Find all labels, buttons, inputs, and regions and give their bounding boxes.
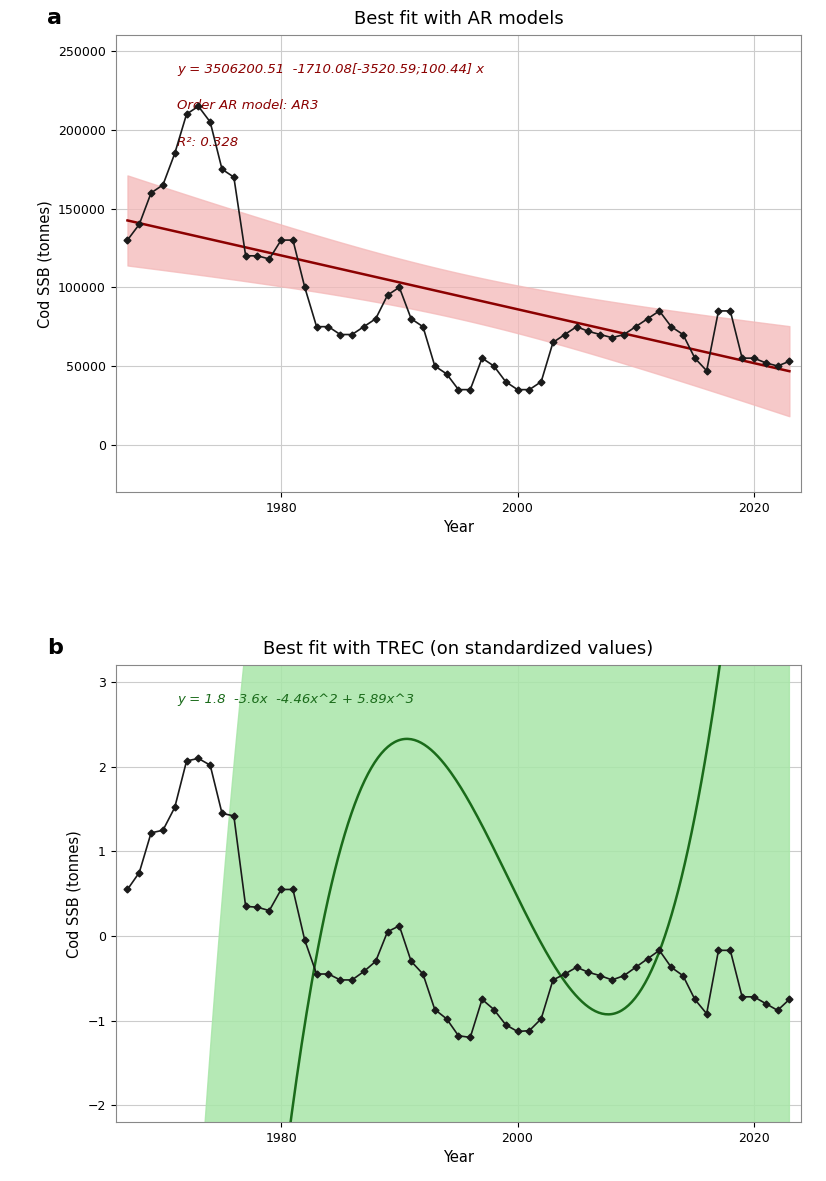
Text: a: a	[47, 8, 62, 28]
Text: Order AR model: AR3: Order AR model: AR3	[178, 99, 319, 112]
Y-axis label: Cod SSB (tonnes): Cod SSB (tonnes)	[67, 830, 82, 958]
X-axis label: Year: Year	[443, 520, 474, 535]
Text: y = 3506200.51  -1710.08[-3520.59;100.44] x: y = 3506200.51 -1710.08[-3520.59;100.44]…	[178, 63, 485, 76]
Y-axis label: Cod SSB (tonnes): Cod SSB (tonnes)	[37, 200, 53, 327]
Text: b: b	[47, 638, 63, 658]
Text: y = 1.8  -3.6x  -4.46x^2 + 5.89x^3: y = 1.8 -3.6x -4.46x^2 + 5.89x^3	[178, 693, 415, 706]
X-axis label: Year: Year	[443, 1150, 474, 1166]
Text: R²: 0.328: R²: 0.328	[178, 136, 239, 149]
Title: Best fit with AR models: Best fit with AR models	[354, 11, 563, 28]
Title: Best fit with TREC (on standardized values): Best fit with TREC (on standardized valu…	[263, 640, 653, 658]
